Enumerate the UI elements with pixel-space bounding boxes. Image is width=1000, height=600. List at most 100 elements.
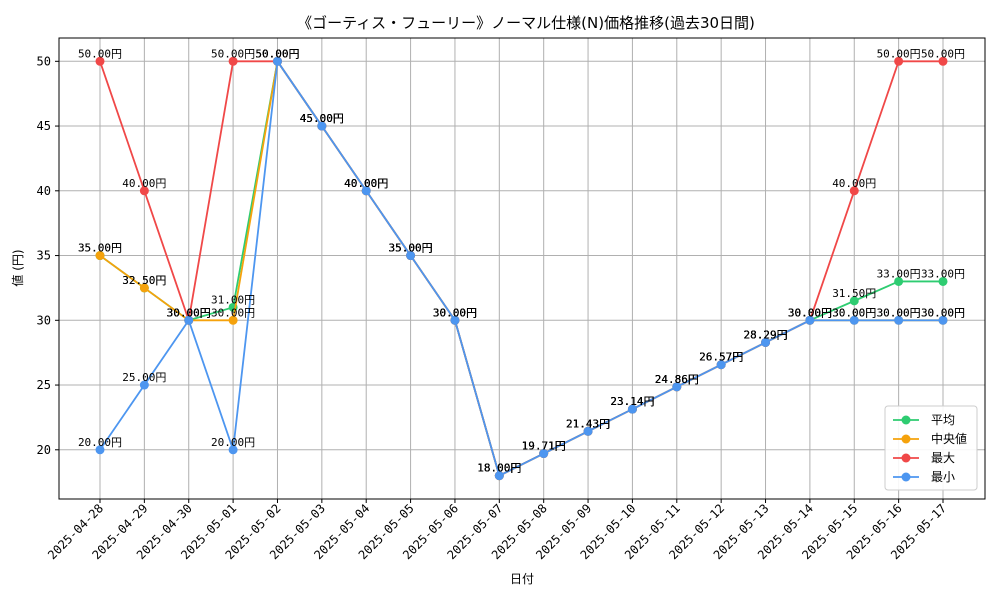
data-point: [139, 283, 149, 293]
data-point: [139, 186, 149, 196]
legend-swatch-marker: [901, 472, 911, 482]
data-point: [627, 404, 637, 414]
series-line: [99, 58, 943, 477]
data-label: 19.71円: [522, 440, 566, 453]
data-label: 19.71円: [522, 440, 566, 453]
data-label-layer: 35.00円32.50円30.00円31.00円50.00円45.00円40.0…: [78, 47, 965, 474]
data-label: 50.00円: [255, 47, 299, 60]
data-label: 45.00円: [300, 112, 344, 125]
data-point: [228, 315, 238, 325]
y-tick-label: 30: [37, 313, 51, 327]
data-label: 50.00円: [78, 47, 122, 60]
data-label: 45.00円: [300, 112, 344, 125]
data-point: [805, 315, 815, 325]
data-label: 30.00円: [433, 306, 477, 319]
plot-frame: [58, 37, 986, 500]
data-point: [894, 56, 904, 66]
data-label: 30.00円: [921, 306, 965, 319]
data-point: [184, 315, 194, 325]
data-label: 35.00円: [389, 242, 433, 255]
data-label: 50.00円: [877, 47, 921, 60]
data-label: 32.50円: [122, 274, 166, 287]
data-label: 35.00円: [389, 242, 433, 255]
data-point: [849, 296, 859, 306]
data-label: 31.50円: [832, 287, 876, 300]
legend-box: [884, 405, 978, 491]
data-label: 40.00円: [344, 177, 388, 190]
data-point: [450, 315, 460, 325]
data-label: 30.00円: [433, 306, 477, 319]
chart-title: 《ゴーティス・フューリー》ノーマル仕様(N)価格推移(過去30日間): [297, 14, 755, 32]
data-label: 30.00円: [167, 306, 211, 319]
data-label: 33.00円: [877, 267, 921, 280]
series-layer: [95, 56, 948, 481]
data-point: [672, 382, 682, 392]
data-label: 24.86円: [655, 373, 699, 386]
y-axis-label: 値 (円): [10, 249, 25, 286]
data-label: 21.43円: [566, 417, 610, 430]
data-label: 40.00円: [122, 177, 166, 190]
data-point: [716, 360, 726, 370]
data-label: 30.00円: [877, 306, 921, 319]
data-label: 40.00円: [344, 177, 388, 190]
data-label: 45.00円: [300, 112, 344, 125]
data-point: [849, 186, 859, 196]
data-point: [228, 56, 238, 66]
data-point: [95, 251, 105, 261]
data-label: 26.57円: [699, 351, 743, 364]
data-label: 19.71円: [522, 440, 566, 453]
data-label: 28.29円: [743, 328, 787, 341]
data-label: 40.00円: [344, 177, 388, 190]
data-label: 30.00円: [167, 306, 211, 319]
data-label: 26.57円: [699, 351, 743, 364]
y-tick-label: 25: [37, 378, 51, 392]
data-label: 26.57円: [699, 351, 743, 364]
y-axis: 20 25 30 35 40 45 50: [37, 54, 59, 457]
data-label: 23.14円: [610, 395, 654, 408]
data-label: 30.00円: [211, 306, 255, 319]
y-tick-label: 50: [37, 54, 51, 68]
data-label: 21.43円: [566, 417, 610, 430]
data-label: 20.00円: [211, 436, 255, 449]
data-point: [406, 251, 416, 261]
data-point: [938, 56, 948, 66]
data-label: 40.00円: [344, 177, 388, 190]
data-label: 40.00円: [832, 177, 876, 190]
legend-swatch-marker: [901, 434, 911, 444]
data-label: 30.00円: [167, 306, 211, 319]
data-label: 18.00円: [477, 462, 521, 475]
data-point: [761, 337, 771, 347]
data-label: 20.00円: [78, 436, 122, 449]
data-label: 30.00円: [832, 306, 876, 319]
data-label: 31.00円: [211, 293, 255, 306]
data-label: 21.43円: [566, 417, 610, 430]
data-label: 24.86円: [655, 373, 699, 386]
data-label: 33.00円: [921, 267, 965, 280]
data-point: [894, 276, 904, 286]
data-label: 30.00円: [788, 306, 832, 319]
data-label: 21.43円: [566, 417, 610, 430]
data-point: [894, 315, 904, 325]
data-label: 23.14円: [610, 395, 654, 408]
data-label: 30.00円: [433, 306, 477, 319]
data-label: 30.00円: [788, 306, 832, 319]
data-label: 24.86円: [655, 373, 699, 386]
data-label: 32.50円: [122, 274, 166, 287]
y-tick-label: 20: [37, 443, 51, 457]
data-label: 35.00円: [78, 242, 122, 255]
data-label: 30.00円: [788, 306, 832, 319]
data-label: 35.00円: [389, 242, 433, 255]
data-label: 23.14円: [610, 395, 654, 408]
data-label: 50.00円: [211, 47, 255, 60]
y-tick-label: 35: [37, 249, 51, 263]
data-point: [95, 445, 105, 455]
data-point: [317, 121, 327, 131]
legend-label: 最大: [931, 451, 955, 465]
data-label: 26.57円: [699, 351, 743, 364]
data-label: 30.00円: [167, 306, 211, 319]
data-point: [228, 445, 238, 455]
data-point: [494, 471, 504, 481]
data-point: [272, 56, 282, 66]
